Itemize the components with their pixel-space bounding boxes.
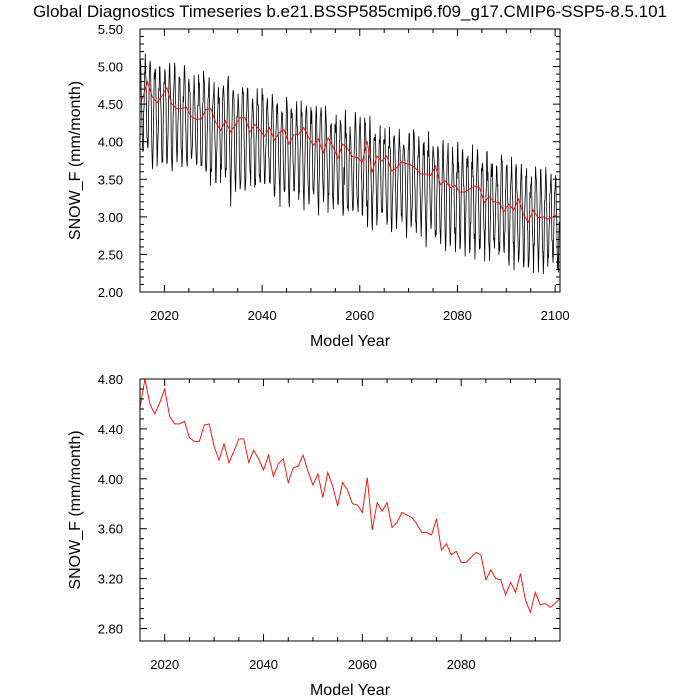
y-tick-label: 4.00 <box>98 135 123 150</box>
monthly-series-line <box>140 53 560 274</box>
y-tick-label: 4.50 <box>98 97 123 112</box>
annual-mean-series-line <box>140 379 560 614</box>
x-axis-label: Model Year <box>310 333 391 350</box>
y-tick-label: 3.60 <box>98 522 123 537</box>
y-axis-label: SNOW_F (mm/month) <box>67 430 84 589</box>
y-tick-label: 2.50 <box>98 247 123 262</box>
bottom-annual-panel: 2.80 3.20 3.60 4.00 4.40 4.80 2020 2040 2060 2080… <box>67 372 561 699</box>
page-title: Global Diagnostics Timeseries b.e21.BSSP… <box>32 2 668 21</box>
annual-mean-series-line <box>142 80 558 224</box>
x-tick-label: 2040 <box>248 308 277 323</box>
plot-frame <box>139 28 561 293</box>
x-tick-label: 2100 <box>541 308 570 323</box>
y-tick-label: 3.50 <box>98 172 123 187</box>
x-tick-label: 2080 <box>447 657 476 672</box>
x-tick-label: 2060 <box>348 657 377 672</box>
x-tick-label: 2040 <box>249 657 278 672</box>
x-tick-label: 2080 <box>443 308 472 323</box>
y-tick-label: 2.80 <box>98 622 123 637</box>
y-tick-label: 5.50 <box>98 22 123 37</box>
y-tick-label: 4.80 <box>98 372 123 387</box>
x-tick-label: 2020 <box>150 308 179 323</box>
y-axis-label: SNOW_F (mm/month) <box>67 81 84 240</box>
plot-frame <box>139 378 561 642</box>
y-tick-label: 5.00 <box>98 60 123 75</box>
x-axis-label: Model Year <box>310 682 391 699</box>
y-tick-label: 4.40 <box>98 422 123 437</box>
y-tick-label: 2.00 <box>98 285 123 300</box>
x-tick-label: 2020 <box>150 657 179 672</box>
x-tick-label: 2060 <box>345 308 374 323</box>
y-tick-label: 4.00 <box>98 472 123 487</box>
top-timeseries-panel: 2.00 2.50 3.00 3.50 4.00 4.50 5.00 5.50 2020 2040… <box>67 22 570 350</box>
y-tick-label: 3.00 <box>98 210 123 225</box>
y-tick-label: 3.20 <box>98 572 123 587</box>
